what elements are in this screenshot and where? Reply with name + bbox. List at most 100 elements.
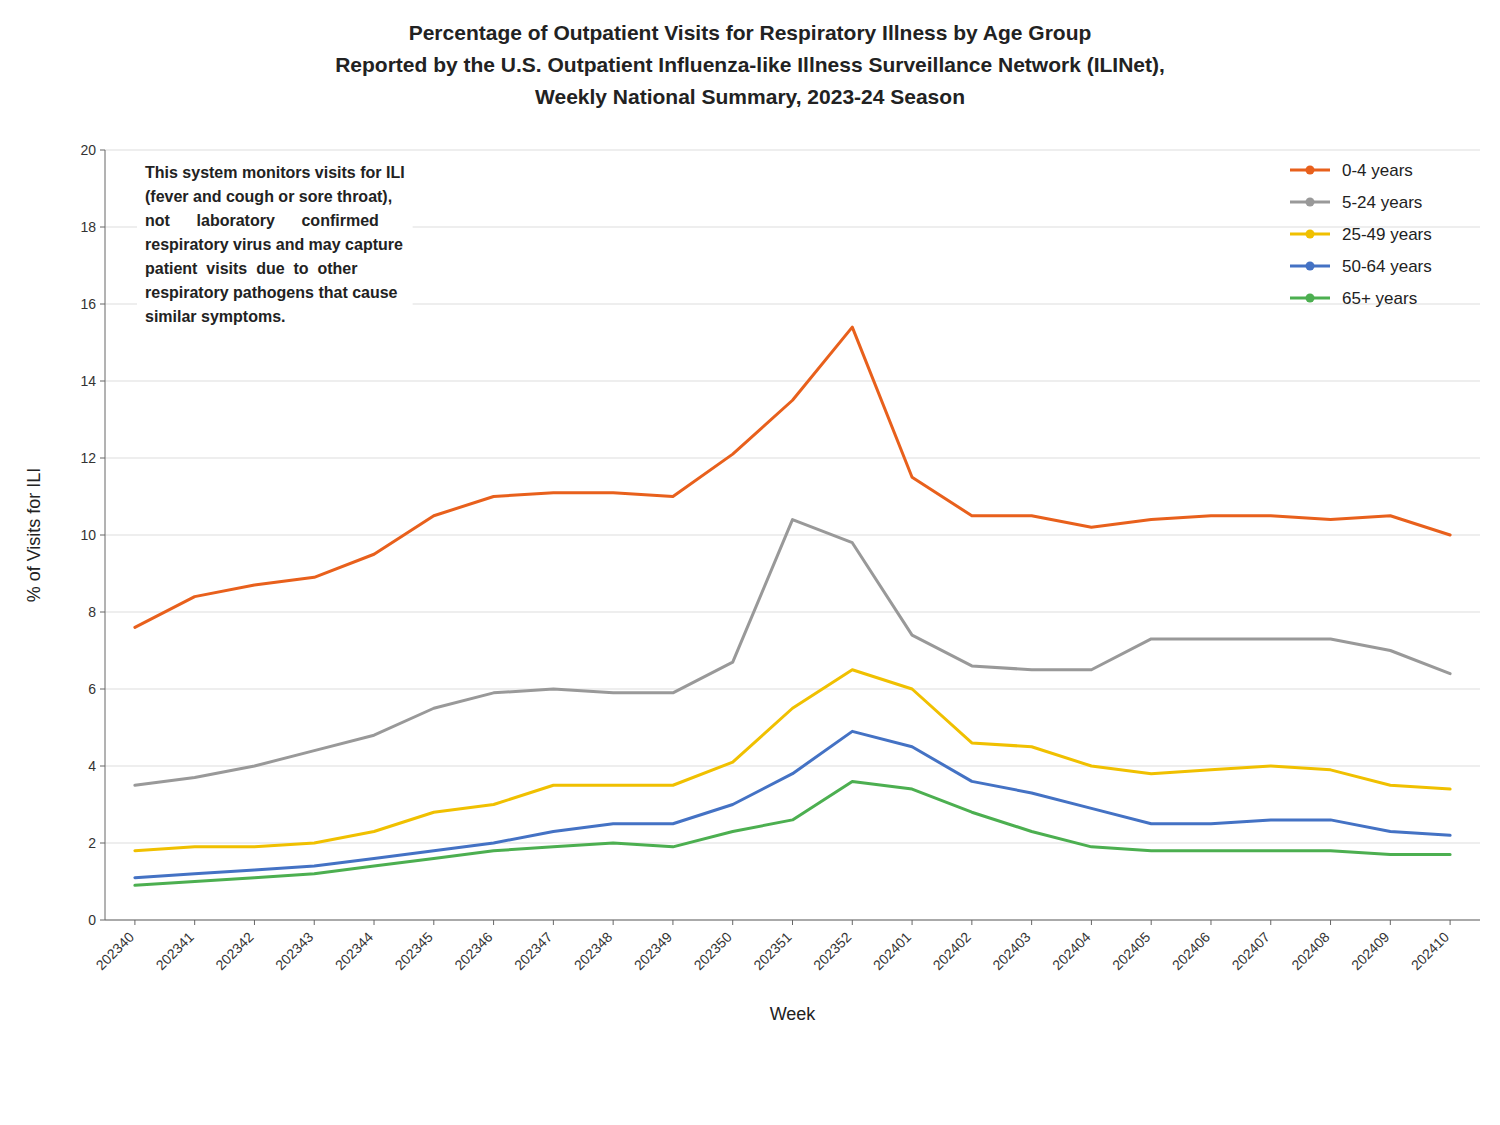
x-tick-label: 202409 xyxy=(1348,929,1392,973)
series-line xyxy=(135,731,1450,877)
y-tick-label: 4 xyxy=(88,758,96,774)
x-tick xyxy=(553,920,554,925)
x-tick xyxy=(1330,920,1331,925)
y-tick xyxy=(100,612,105,613)
y-tick xyxy=(100,766,105,767)
grid-line xyxy=(105,381,1480,382)
legend-marker xyxy=(1306,230,1315,239)
y-tick xyxy=(100,458,105,459)
x-tick xyxy=(1390,920,1391,925)
y-tick xyxy=(100,381,105,382)
legend-marker xyxy=(1306,262,1315,271)
x-tick xyxy=(613,920,614,925)
x-tick xyxy=(314,920,315,925)
x-tick xyxy=(971,920,972,925)
x-axis-label: Week xyxy=(770,1004,817,1024)
x-tick-label: 202351 xyxy=(750,929,794,973)
x-tick-label: 202350 xyxy=(690,929,734,973)
y-tick-label: 20 xyxy=(80,142,96,158)
legend-marker xyxy=(1306,166,1315,175)
x-tick-label: 202410 xyxy=(1408,929,1452,973)
y-tick-label: 10 xyxy=(80,527,96,543)
lines xyxy=(135,327,1450,885)
x-tick-label: 202342 xyxy=(212,929,256,973)
y-tick-label: 12 xyxy=(80,450,96,466)
annotation-box xyxy=(137,156,413,334)
x-tick-label: 202340 xyxy=(93,929,137,973)
y-tick-label: 16 xyxy=(80,296,96,312)
x-tick-label: 202349 xyxy=(631,929,675,973)
legend-marker xyxy=(1306,198,1315,207)
grid-line xyxy=(105,689,1480,690)
legend-label: 0-4 years xyxy=(1342,161,1413,180)
legend-label: 25-49 years xyxy=(1342,225,1432,244)
annotation-text: patient visits due to other xyxy=(145,260,357,277)
x-tick-label: 202348 xyxy=(571,929,615,973)
grid-line xyxy=(105,150,1480,151)
y-tick xyxy=(100,920,105,921)
annotation-text: respiratory virus and may capture xyxy=(145,236,403,253)
x-tick xyxy=(1151,920,1152,925)
x-tick xyxy=(134,920,135,925)
x-tick xyxy=(194,920,195,925)
x-tick-label: 202408 xyxy=(1288,929,1332,973)
x-tick xyxy=(1210,920,1211,925)
y-tick-label: 6 xyxy=(88,681,96,697)
background xyxy=(0,0,1500,1125)
legend: 0-4 years 5-24 years 25-49 years 50-64 year… xyxy=(1290,161,1432,308)
annotation-text: (fever and cough or sore throat), xyxy=(145,188,392,205)
x-tick xyxy=(1270,920,1271,925)
y-tick-label: 14 xyxy=(80,373,96,389)
x-tick-label: 202402 xyxy=(930,929,974,973)
x-tick xyxy=(374,920,375,925)
x-tick xyxy=(1091,920,1092,925)
legend-marker xyxy=(1306,294,1315,303)
annotation: This system monitors visits for ILI (feve… xyxy=(137,156,413,334)
x-tick-label: 202347 xyxy=(511,929,555,973)
series-line xyxy=(135,520,1450,786)
x-tick-label: 202344 xyxy=(332,929,376,973)
title: Reported by the U.S. Outpatient Influenz… xyxy=(335,53,1165,76)
y-tick xyxy=(100,304,105,305)
x-tick xyxy=(732,920,733,925)
x-tick xyxy=(672,920,673,925)
y-grid xyxy=(105,150,1480,920)
y-tick-label: 0 xyxy=(88,912,96,928)
legend-label: 50-64 years xyxy=(1342,257,1432,276)
y-tick-label: 18 xyxy=(80,219,96,235)
legend-label: 65+ years xyxy=(1342,289,1417,308)
annotation-text: not laboratory confirmed xyxy=(145,212,379,229)
annotation-text: This system monitors visits for ILI xyxy=(145,164,405,181)
x-tick-label: 202345 xyxy=(392,929,436,973)
x-tick xyxy=(493,920,494,925)
x-tick xyxy=(792,920,793,925)
y-axis xyxy=(105,150,106,920)
y-tick-label: 2 xyxy=(88,835,96,851)
series-line xyxy=(135,327,1450,627)
x-tick-label: 202404 xyxy=(1049,929,1093,973)
x-tick-label: 202352 xyxy=(810,929,854,973)
y-axis-label: % of Visits for ILI xyxy=(24,468,44,603)
y-tick xyxy=(100,689,105,690)
x-tick xyxy=(1031,920,1032,925)
y-tick xyxy=(100,150,105,151)
x-tick xyxy=(433,920,434,925)
x-tick xyxy=(1450,920,1451,925)
x-tick xyxy=(254,920,255,925)
x-tick-label: 202401 xyxy=(870,929,914,973)
x-tick xyxy=(852,920,853,925)
annotation-text: similar symptoms. xyxy=(145,308,286,325)
series-line xyxy=(135,670,1450,851)
title: Percentage of Outpatient Visits for Resp… xyxy=(409,21,1092,44)
y-tick xyxy=(100,535,105,536)
x-tick-label: 202346 xyxy=(451,929,495,973)
x-tick-label: 202405 xyxy=(1109,929,1153,973)
x-tick-label: 202407 xyxy=(1229,929,1273,973)
x-tick-label: 202406 xyxy=(1169,929,1213,973)
series-line xyxy=(135,781,1450,885)
grid-line xyxy=(105,458,1480,459)
annotation-text: respiratory pathogens that cause xyxy=(145,284,398,301)
legend-label: 5-24 years xyxy=(1342,193,1422,212)
chart: Percentage of Outpatient Visits for Resp… xyxy=(0,0,1500,1125)
y-tick xyxy=(100,227,105,228)
